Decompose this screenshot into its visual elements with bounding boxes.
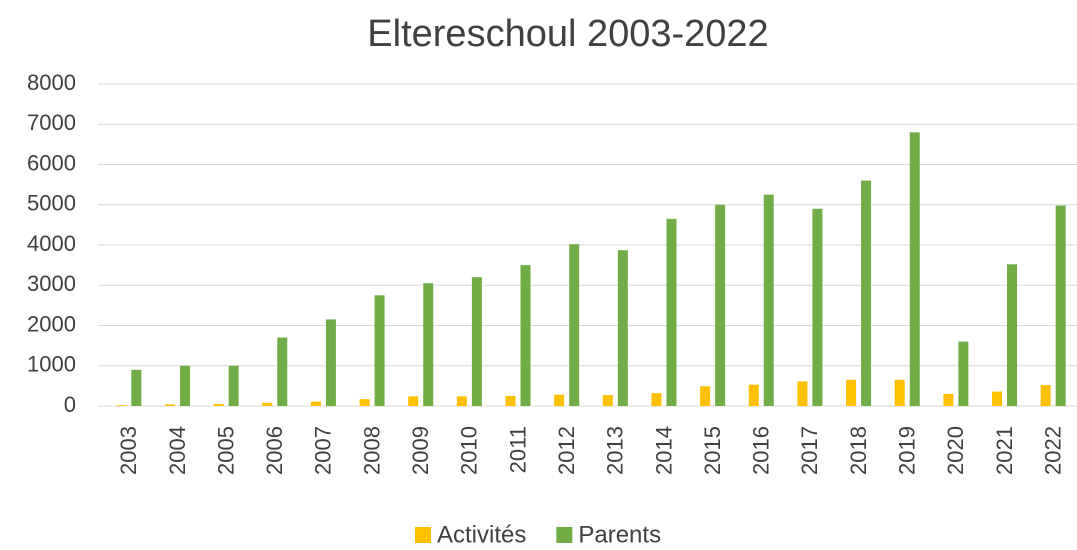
x-tick-label: 2009 [408,426,433,475]
bar [1055,205,1066,406]
y-tick-label: 8000 [27,70,76,95]
bar [423,283,434,406]
x-tick-label: 2003 [116,426,141,475]
y-tick-label: 7000 [27,110,76,135]
bar [812,208,823,406]
bar [651,393,662,406]
bar [554,394,565,406]
bar [602,395,613,406]
legend-label: Parents [578,521,661,548]
bar [374,295,385,406]
x-tick-label: 2005 [213,426,238,475]
bar [505,395,516,406]
bar [408,396,419,406]
x-tick-label: 2014 [651,426,676,475]
legend-label: Activités [437,521,526,548]
bar [471,277,482,406]
bar [797,381,808,406]
bar [666,218,677,406]
bar [763,194,774,406]
bar [116,405,127,406]
y-tick-label: 3000 [27,271,76,296]
x-tick-label: 2016 [749,426,774,475]
bar [179,365,190,406]
y-tick-label: 6000 [27,150,76,175]
bar [1040,385,1051,406]
bar [359,399,370,406]
x-tick-label: 2004 [165,426,190,475]
x-tick-label: 2021 [992,426,1017,475]
x-tick-label: 2013 [603,426,628,475]
bar [958,341,969,406]
y-tick-label: 2000 [27,311,76,336]
x-tick-label: 2020 [943,426,968,475]
bar [748,384,759,406]
bar [943,393,954,406]
bar [861,180,872,406]
bar [1007,264,1018,406]
bar [456,396,467,406]
bar [310,401,321,406]
x-tick-label: 2015 [700,426,725,475]
legend-swatch [556,527,573,543]
bar [325,319,336,406]
bar [992,391,1003,406]
x-tick-label: 2012 [554,426,579,475]
x-tick-label: 2008 [359,426,384,475]
bar [700,386,711,406]
bar [846,379,857,406]
y-tick-label: 1000 [27,352,76,377]
bar [228,365,239,406]
y-tick-label: 0 [64,392,76,417]
bar [569,244,580,406]
x-tick-label: 2006 [262,426,287,475]
bar [520,265,531,406]
bar [262,402,273,406]
bar [909,132,920,407]
bar [131,369,142,406]
y-tick-label: 5000 [27,191,76,216]
bar [164,404,175,406]
bar [617,250,628,406]
x-tick-label: 2019 [895,426,920,475]
x-tick-label: 2022 [1040,426,1065,475]
y-tick-label: 4000 [27,231,76,256]
x-tick-label: 2018 [846,426,871,475]
x-tick-label: 2010 [457,426,482,475]
legend-swatch [415,527,431,543]
bar [277,337,288,406]
x-tick-label: 2011 [505,426,530,473]
x-tick-label: 2007 [311,426,336,475]
bar [894,379,905,406]
x-tick-label: 2017 [797,426,822,475]
chart-title: Eltereschoul 2003-2022 [367,13,768,55]
bar [715,204,726,406]
bar [213,403,224,406]
